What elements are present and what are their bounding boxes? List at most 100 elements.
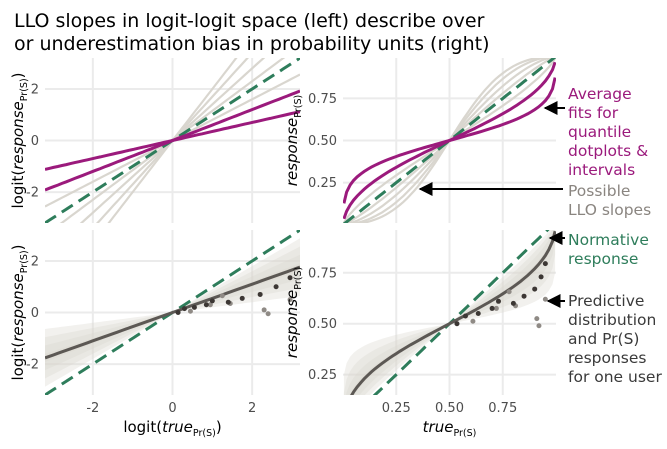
plot-area — [45, 230, 300, 395]
y-tick-label: 0.50 — [308, 317, 337, 332]
y-tick-label: 0.75 — [308, 266, 337, 281]
y-axis-label-italic: response — [9, 101, 27, 169]
annotation-predictive-line: Predictive — [568, 292, 644, 310]
y-tick-label: 0.25 — [308, 176, 337, 191]
y-axis-label-part: logit( — [9, 342, 27, 381]
response-point — [225, 299, 231, 305]
response-point — [273, 284, 279, 290]
annotation-predictive-line: and Pr(S) — [568, 330, 639, 348]
title-line-1: LLO slopes in logit-logit space (left) d… — [14, 10, 485, 32]
y-axis-label-part: ) — [9, 244, 27, 250]
x-axis-label-sub: Pr(S) — [193, 428, 216, 439]
annotation-average-fits-line: Average — [568, 85, 632, 103]
annotation-possible-llo-line: Possible — [568, 182, 630, 200]
response-point — [506, 289, 512, 295]
response-point — [538, 274, 544, 280]
title-line-2: or underestimation bias in probability u… — [14, 33, 490, 55]
response-point — [510, 300, 516, 306]
y-tick-label: -2 — [26, 186, 39, 201]
y-axis-label-sub: Pr(S) — [19, 250, 30, 273]
response-point — [239, 295, 245, 301]
response-point — [489, 305, 495, 311]
x-tick-label: 0.50 — [435, 401, 464, 416]
plot-area — [45, 58, 300, 223]
response-point — [532, 286, 538, 292]
y-axis-label-italic: response — [9, 273, 27, 341]
response-point — [462, 313, 468, 319]
annotations: Average fits for quantile dotplots & interva… — [418, 85, 662, 386]
x-axis-label-part: logit( — [123, 418, 162, 436]
x-axis-label: truePr(S) — [423, 418, 477, 439]
y-axis-label: responsePr(S) — [283, 267, 304, 358]
y-axis-label-part: ) — [9, 72, 27, 78]
response-point — [203, 302, 209, 308]
y-tick-label: 0.75 — [308, 92, 337, 107]
panel-bottom-left: -202-2 0 2logit(responsePr(S))logit(truePr… — [9, 230, 300, 439]
annotation-predictive: Predictive distribution and Pr(S) responses… — [568, 292, 662, 386]
y-axis-label-italic: response — [283, 118, 301, 186]
response-point — [521, 293, 527, 299]
average-fit-line — [343, 61, 556, 220]
response-point — [209, 298, 215, 304]
annotation-predictive-line: responses — [568, 349, 646, 367]
x-tick-label: -2 — [86, 401, 99, 416]
response-point — [470, 318, 476, 324]
response-point — [542, 296, 548, 302]
annotation-average-fits-line: intervals — [568, 161, 635, 179]
response-point — [542, 261, 548, 267]
response-point — [207, 302, 213, 308]
normative-line — [343, 58, 556, 223]
y-tick-label: 0.25 — [308, 368, 337, 383]
panels: -202logit(responsePr(S))0.250.500.75resp… — [9, 58, 556, 439]
response-point — [493, 305, 499, 311]
annotation-normative: Normative response — [568, 231, 649, 268]
y-tick-label: 0 — [31, 306, 39, 321]
y-axis-label-italic: response — [283, 290, 301, 358]
response-point — [265, 311, 271, 317]
y-tick-label: -2 — [26, 358, 39, 373]
predictive-band — [45, 254, 300, 371]
y-tick-label: 2 — [31, 82, 39, 97]
x-tick-label: 0.75 — [488, 401, 517, 416]
response-point — [257, 291, 263, 297]
y-axis-label: logit(responsePr(S)) — [9, 244, 30, 380]
response-point — [287, 297, 293, 303]
response-point — [219, 293, 225, 299]
annotation-normative-line: response — [568, 250, 638, 268]
y-tick-label: 2 — [31, 254, 39, 269]
predictive-band — [45, 238, 300, 387]
x-axis-label-sub: Pr(S) — [453, 428, 476, 439]
annotation-possible-llo: Possible LLO slopes — [568, 182, 651, 219]
x-axis-label: logit(truePr(S)) — [123, 418, 221, 439]
response-point — [475, 311, 481, 317]
average-fit-line — [45, 89, 300, 192]
annotation-predictive-line: for one user — [568, 368, 662, 386]
response-point — [175, 310, 181, 315]
x-axis-label-italic: true — [423, 418, 454, 436]
annotation-average-fits-line: dotplots & — [568, 142, 648, 160]
response-point — [287, 275, 293, 281]
annotation-average-fits-line: fits for — [568, 104, 619, 122]
response-point — [495, 298, 501, 304]
annotation-possible-llo-line: LLO slopes — [568, 201, 651, 219]
y-axis-label-part: logit( — [9, 170, 27, 209]
y-axis-label: logit(responsePr(S)) — [9, 72, 30, 208]
plot-area — [343, 58, 556, 223]
panel-top-right: 0.25 0.50 0.75 responsePr(S) — [283, 58, 556, 223]
y-tick-label: 0 — [31, 134, 39, 149]
response-point — [534, 316, 540, 322]
y-axis-label: responsePr(S) — [283, 95, 304, 186]
annotation-normative-line: Normative — [568, 231, 649, 249]
y-tick-label: 0.50 — [308, 134, 337, 149]
response-point — [191, 304, 197, 310]
user-fit-line — [350, 230, 556, 395]
response-point — [536, 323, 542, 329]
y-axis-label-sub: Pr(S) — [293, 95, 304, 118]
x-tick-label: 2 — [248, 401, 256, 416]
response-point — [181, 306, 187, 312]
y-axis-label-sub: Pr(S) — [19, 78, 30, 101]
x-tick-label: 0 — [168, 401, 176, 416]
x-tick-label: 0.25 — [382, 401, 411, 416]
